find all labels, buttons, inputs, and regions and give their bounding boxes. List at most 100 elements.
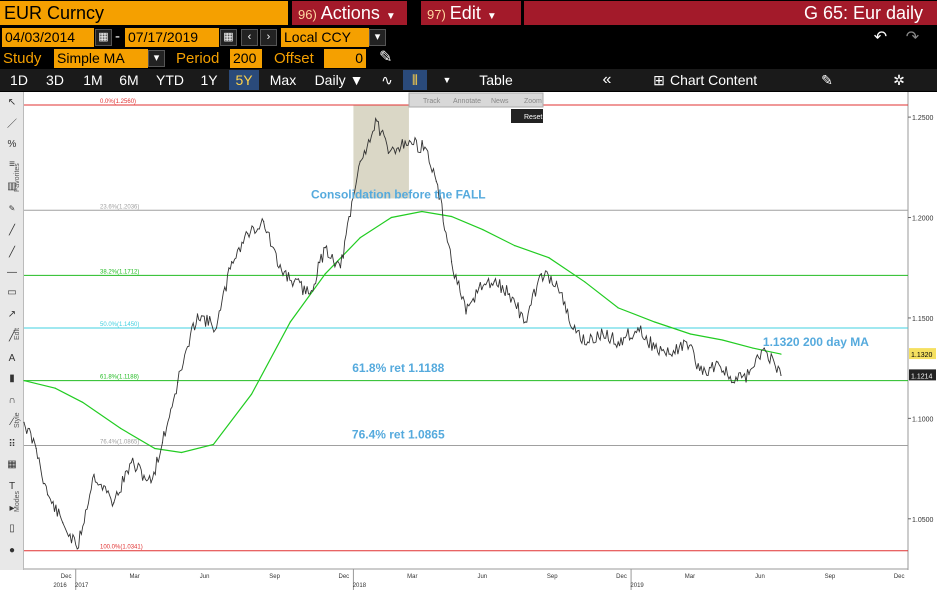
price-point xyxy=(130,461,132,464)
line-chart-icon[interactable]: ∿ xyxy=(381,72,393,88)
trend-tool-icon[interactable]: ╱ xyxy=(8,247,16,258)
horizontal-line-icon[interactable]: — xyxy=(7,267,17,278)
price-point xyxy=(424,146,426,148)
period-3d-button[interactable]: 3D xyxy=(46,72,64,88)
news-button[interactable]: News xyxy=(491,98,509,105)
chart-tools-panel xyxy=(408,92,544,108)
ma-point xyxy=(548,257,550,259)
actions-menu[interactable]: 96) Actions ▼ xyxy=(292,1,407,25)
actions-menu-number: 96) xyxy=(298,7,317,22)
price-point xyxy=(508,293,510,295)
period-max-button[interactable]: Max xyxy=(269,72,297,88)
track-button[interactable]: Track xyxy=(423,98,441,105)
price-point xyxy=(524,321,526,323)
last-price-badge xyxy=(909,348,936,360)
price-point xyxy=(540,273,542,275)
speaker-icon[interactable]: ▸ xyxy=(9,503,15,514)
highlighter-icon[interactable]: ⁄ xyxy=(11,417,13,428)
period-5y-button[interactable]: 5Y xyxy=(229,70,259,90)
color-circle-icon[interactable]: ● xyxy=(8,545,16,556)
text-tool-icon[interactable]: T xyxy=(8,481,16,492)
arrow-tool-icon[interactable]: ↗ xyxy=(7,309,17,320)
fibonacci-tool-icon[interactable]: % xyxy=(7,139,17,150)
price-point xyxy=(478,287,480,289)
dots-icon[interactable]: ⠿ xyxy=(8,439,16,450)
ticker-field[interactable]: EUR Curncy xyxy=(0,1,288,25)
period-1y-button[interactable]: 1Y xyxy=(200,72,218,88)
magnet-icon[interactable]: ∩ xyxy=(8,395,16,406)
bar-chart-icon[interactable]: ⫴ xyxy=(403,70,427,90)
chevron-right-icon[interactable]: › xyxy=(260,29,277,46)
x-tick-label: Sep xyxy=(269,574,280,580)
start-date-field[interactable]: 04/03/2014 xyxy=(2,28,94,47)
x-tick-label: Dec xyxy=(338,574,349,580)
ruler-icon[interactable]: ╱ xyxy=(8,225,16,236)
price-point xyxy=(150,482,152,484)
price-point xyxy=(571,327,573,329)
chart-annotation: Consolidation before the FALL xyxy=(311,187,486,201)
calendar-icon[interactable]: ▦ xyxy=(220,29,237,46)
annotate-icon[interactable]: ✎ xyxy=(821,72,833,88)
price-point xyxy=(293,281,295,283)
fib-level-label: 76.4%(1.0865) xyxy=(100,439,139,445)
price-point xyxy=(493,281,495,283)
price-point xyxy=(376,120,378,122)
trend-tool-icon[interactable]: ╱ xyxy=(8,331,16,342)
ma-point xyxy=(654,321,656,323)
price-point xyxy=(780,374,782,376)
period-ytd-button[interactable]: YTD xyxy=(156,72,184,88)
collapse-left-icon[interactable]: « xyxy=(602,71,612,88)
study-label: Study xyxy=(3,50,42,67)
scroll-icon[interactable]: ▯ xyxy=(9,523,15,534)
table-button[interactable]: Table xyxy=(479,72,513,88)
last-price-label: 1.1320 xyxy=(911,352,933,359)
price-point xyxy=(215,327,218,329)
eraser-icon[interactable]: ▮ xyxy=(9,373,15,384)
price-point xyxy=(62,522,64,524)
price-point xyxy=(465,313,467,315)
offset-field[interactable]: 0 xyxy=(324,49,366,68)
text-tool-icon[interactable]: A xyxy=(8,353,16,364)
calendar-icon[interactable]: ▦ xyxy=(95,29,112,46)
chevron-down-icon: ▼ xyxy=(486,11,497,22)
header-bar: EUR Curncy 96) Actions ▼ 97) Edit ▼ G 65: Eu… xyxy=(0,0,937,27)
percent-tool-icon[interactable]: ≡ xyxy=(9,159,15,170)
cursor-icon[interactable]: ↖ xyxy=(7,97,17,108)
chevron-down-icon[interactable]: ▼ xyxy=(442,75,452,85)
ma-point xyxy=(390,216,393,219)
price-chart[interactable]: 0.0%(1.2560) 23.6%(1.2036) 38.2%(1.1712) 50… xyxy=(0,92,937,590)
reset-button[interactable]: Reset xyxy=(524,114,542,121)
zoom-button[interactable]: Zoom xyxy=(524,98,542,105)
undo-icon[interactable]: ↶ xyxy=(872,29,889,46)
end-date-field[interactable]: 07/17/2019 xyxy=(125,28,219,47)
period-field[interactable]: 200 xyxy=(230,49,262,68)
chevron-left-icon[interactable]: ‹ xyxy=(241,29,258,46)
rectangle-tool-icon[interactable]: ▭ xyxy=(7,287,17,298)
price-point xyxy=(278,267,280,269)
ma-point xyxy=(212,443,215,446)
chart-content-button[interactable]: Chart Content xyxy=(670,72,758,88)
channel-tool-icon[interactable]: ▥ xyxy=(7,181,17,192)
period-6m-button[interactable]: 6M xyxy=(119,72,139,88)
price-point xyxy=(435,180,437,182)
pencil-icon[interactable]: ✎ xyxy=(379,49,393,66)
period-1d-button[interactable]: 1D xyxy=(10,72,28,88)
study-select[interactable]: Simple MA xyxy=(54,49,148,68)
range-separator: - xyxy=(115,28,120,45)
x-tick-label: Dec xyxy=(616,574,627,580)
edit-menu[interactable]: 97) Edit ▼ xyxy=(421,1,521,25)
gear-icon[interactable]: ✲ xyxy=(893,72,905,88)
pencil-icon[interactable]: ✎ xyxy=(8,204,16,213)
currency-select[interactable]: Local CCY xyxy=(281,28,369,47)
annotate-button[interactable]: Annotate xyxy=(453,98,481,105)
line-tool-icon[interactable]: ／ xyxy=(7,119,17,130)
period-1m-button[interactable]: 1M xyxy=(83,72,103,88)
chevron-down-icon[interactable]: ▾ xyxy=(369,29,386,46)
grid-icon[interactable]: ▦ xyxy=(7,459,17,470)
x-year-label: 2019 xyxy=(630,583,644,589)
frequency-select[interactable]: Daily ▼ xyxy=(314,72,364,88)
redo-icon[interactable]: ↷ xyxy=(904,29,921,46)
price-point xyxy=(161,441,164,444)
plot-background xyxy=(24,92,908,570)
chevron-down-icon[interactable]: ▾ xyxy=(148,50,165,67)
